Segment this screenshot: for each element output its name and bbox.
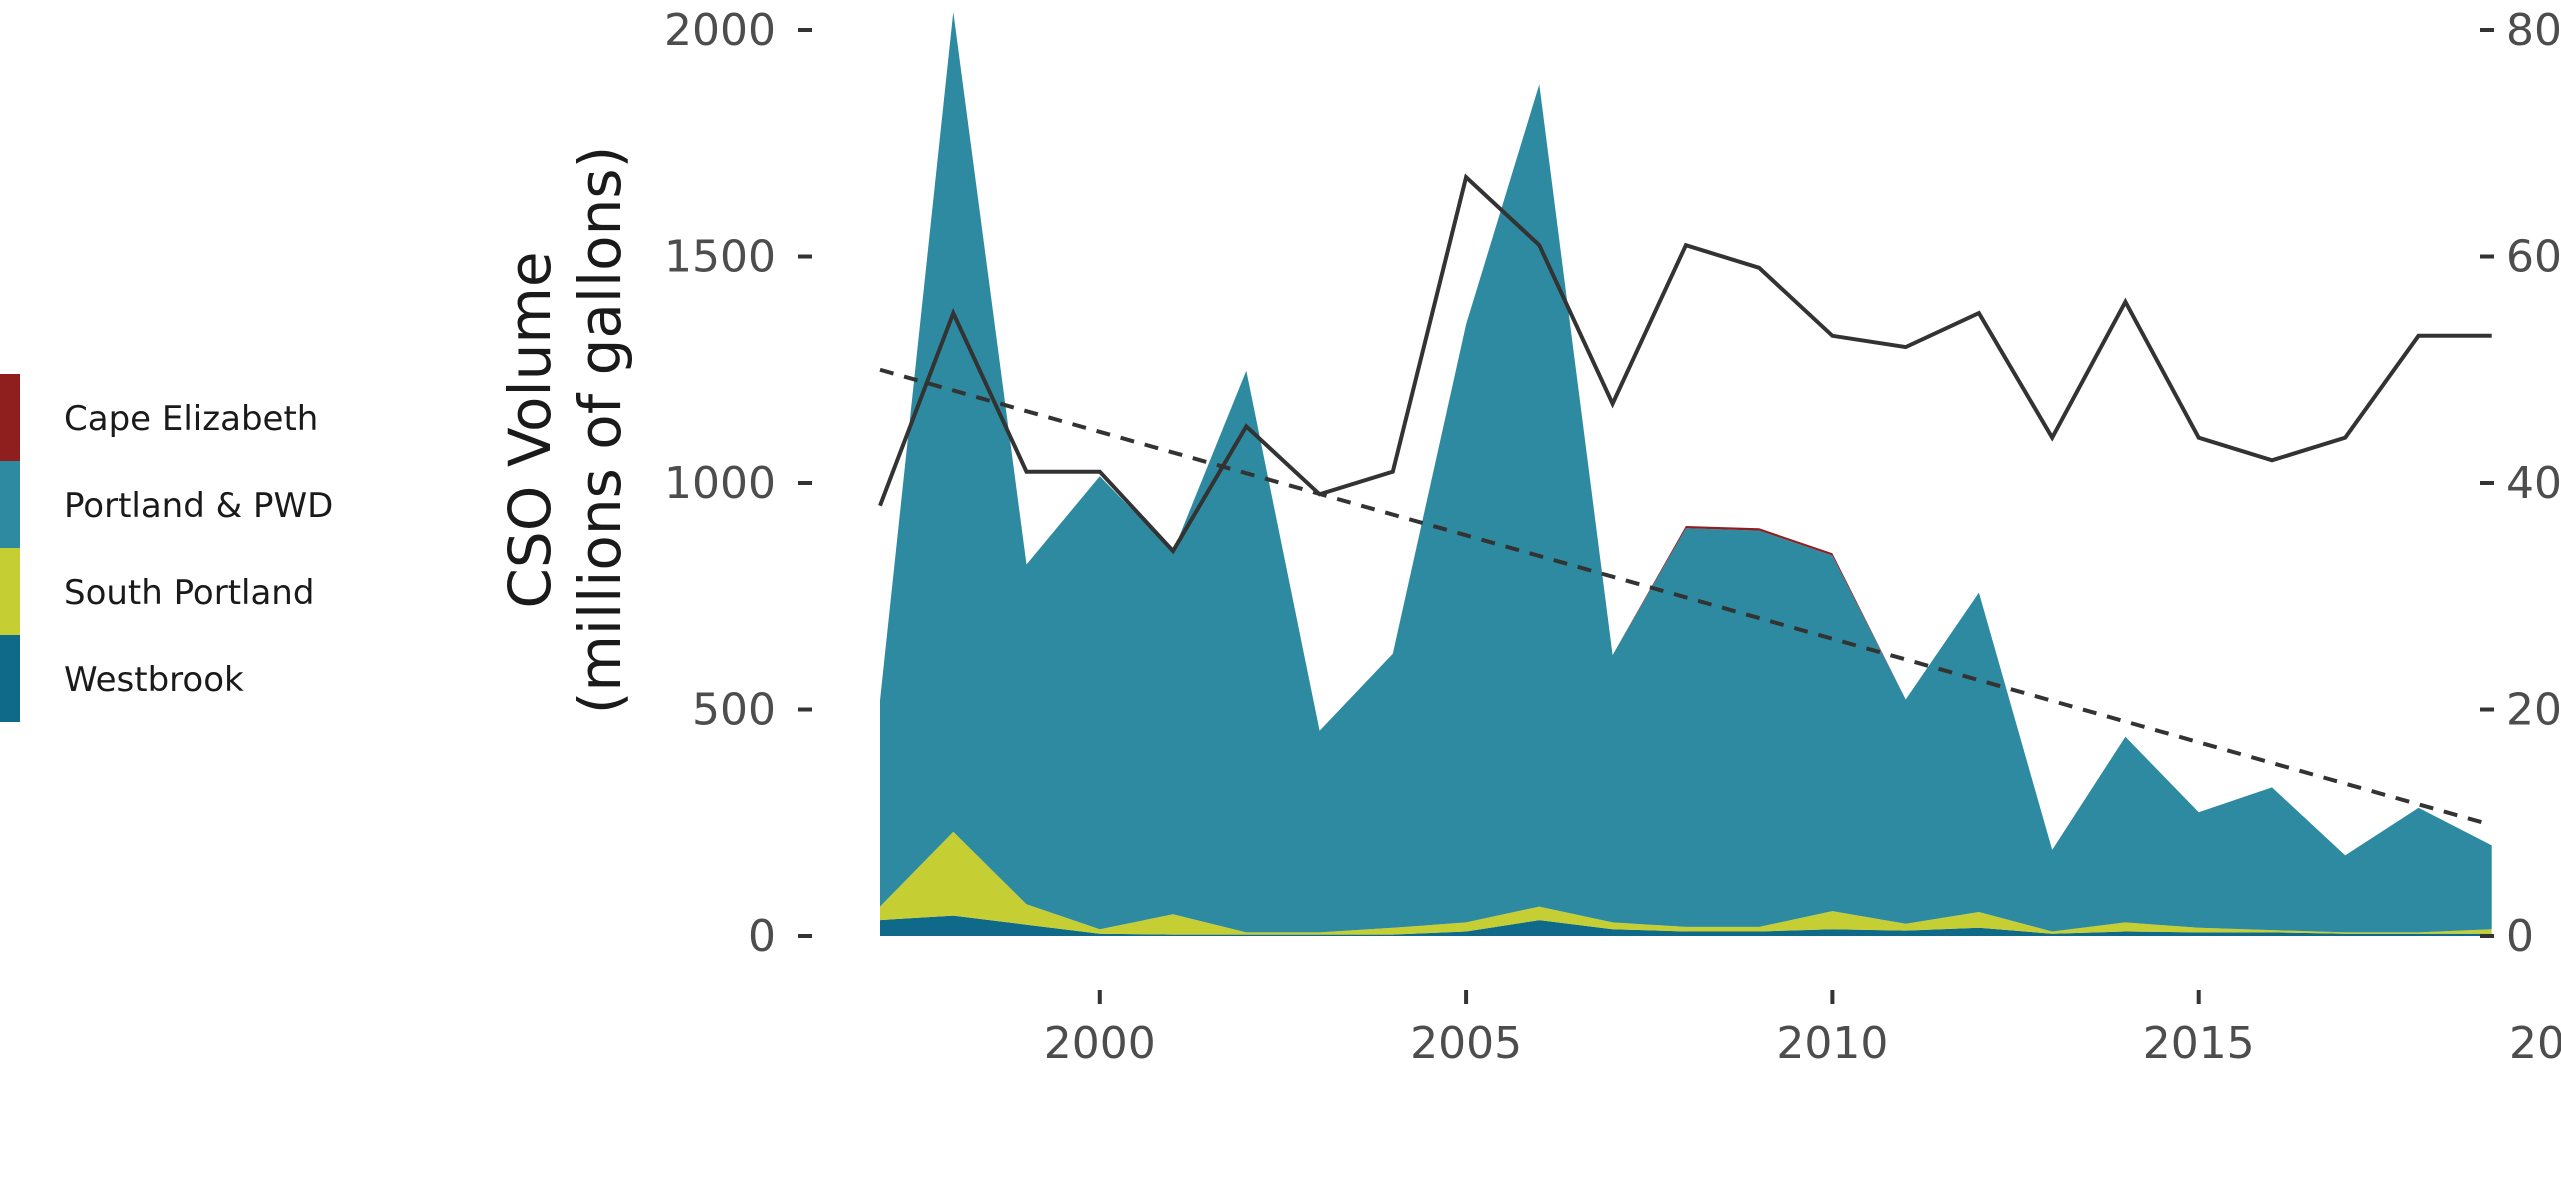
x-tick-label: 2005 xyxy=(1410,1018,1522,1069)
y2-tick-label: 80 xyxy=(2506,5,2561,56)
legend-swatch-westbrook xyxy=(0,635,20,722)
stacked-areas xyxy=(880,11,2492,936)
y2-tick-label: 20 xyxy=(2506,685,2561,736)
y-tick-label: 1500 xyxy=(664,232,776,283)
y-tick-label: 500 xyxy=(692,685,776,736)
legend-swatch-portland-pwd xyxy=(0,461,20,548)
legend-swatch-cape-elizabeth xyxy=(0,374,20,461)
y-axis-left: 0 500 1000 1500 2000 xyxy=(664,5,812,962)
trend-line xyxy=(879,367,2493,827)
legend-label-south-portland: South Portland xyxy=(64,573,314,613)
y-tick-label: 1000 xyxy=(664,458,776,509)
y-tick-label: 2000 xyxy=(664,5,776,56)
y2-tick-label: 40 xyxy=(2506,458,2561,509)
y2-tick-label: 0 xyxy=(2506,911,2534,962)
legend-swatch-south-portland xyxy=(0,548,20,635)
y-axis-title-line1: CSO Volume xyxy=(496,251,564,608)
y-axis-right: 0 20 40 60 80 xyxy=(2480,5,2561,962)
line-series xyxy=(878,173,2492,555)
legend: Cape Elizabeth Portland & PWD South Portla… xyxy=(0,374,333,722)
x-tick-label: 2000 xyxy=(1044,1018,1156,1069)
y-tick-label: 0 xyxy=(748,911,776,962)
y2-tick-label: 60 xyxy=(2506,232,2561,283)
area-westbrook xyxy=(880,915,2492,936)
legend-label-cape-elizabeth: Cape Elizabeth xyxy=(64,399,318,439)
area-south-portland xyxy=(880,831,2492,935)
area-portland-pwd xyxy=(880,11,2492,933)
x-tick-label: 2020 xyxy=(2509,1018,2561,1069)
x-tick-label: 2015 xyxy=(2143,1018,2255,1069)
legend-label-westbrook: Westbrook xyxy=(64,660,244,700)
x-tick-label: 2010 xyxy=(1776,1018,1888,1069)
legend-label-portland-pwd: Portland & PWD xyxy=(64,486,333,526)
x-axis: 2000 2005 2010 2015 2020 xyxy=(1044,990,2561,1069)
y-axis-title-line2: (millions of gallons) xyxy=(566,146,634,715)
overlay-lines xyxy=(878,173,2493,827)
